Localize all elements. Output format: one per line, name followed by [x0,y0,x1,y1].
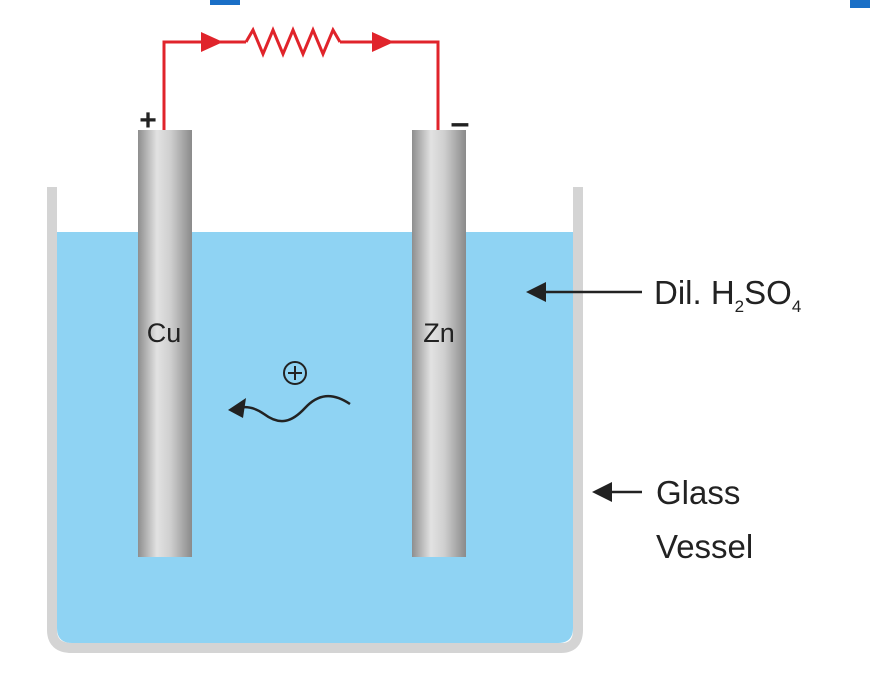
vessel-pointer [592,482,642,502]
positive-ion [228,361,351,423]
electrolyte-pointer [526,282,642,302]
left-arrow-icon [592,482,612,502]
resistor-icon [244,26,342,58]
zinc-rod [412,130,466,557]
vessel-label-line1: Glass [656,474,740,511]
glass-vessel [47,187,583,653]
vessel-wall [47,187,583,653]
ion-arrowhead-icon [228,398,246,418]
copper-rod [138,130,192,557]
current-arrow-icon [201,32,223,52]
zinc-electrode: Zn [412,130,466,557]
ion-path-wavy-arrow [237,395,351,423]
top-edge-mark [210,0,240,5]
positive-terminal-sign: + [139,104,157,137]
wire-left [162,40,246,130]
wire-right [340,40,440,130]
current-arrow-icon [372,32,394,52]
vessel-label-line2: Vessel [656,528,753,565]
external-circuit [162,26,440,130]
copper-electrode: Cu [138,130,192,557]
left-arrow-icon [526,282,546,302]
electrolyte-solution [57,232,573,643]
zinc-label: Zn [423,318,455,348]
ion-circle-icon [283,361,307,385]
copper-label: Cu [147,318,182,348]
electrolyte-label: Dil. H2SO4 [654,274,801,316]
top-edge-mark [850,0,870,8]
